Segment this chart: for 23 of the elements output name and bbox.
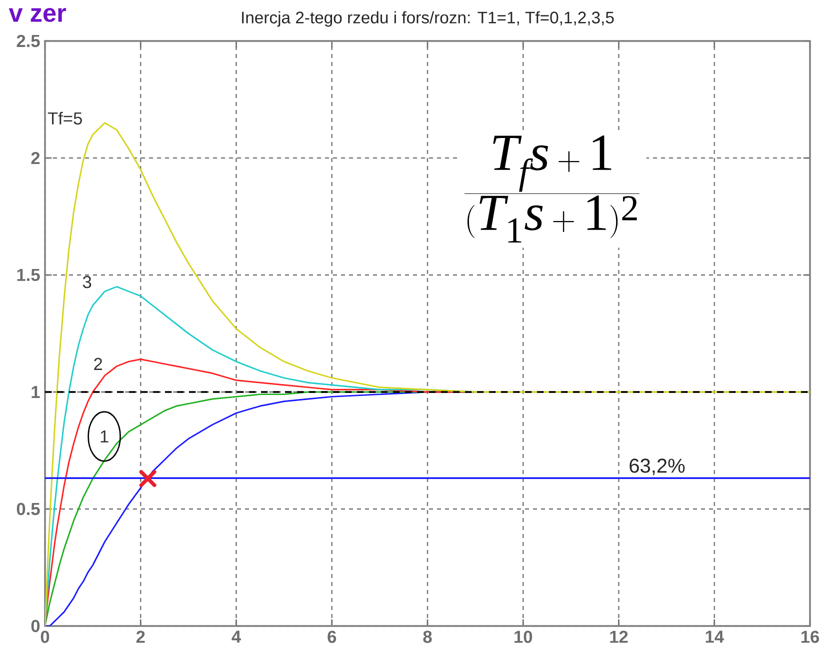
chart-title: Inercja 2-tego rzedu i fors/rozn: T1=1, Tf=0,1,2,3,5: [242, 11, 614, 27]
series-label: 2: [94, 358, 102, 370]
y-tick-label: 0.5: [16, 502, 40, 516]
y-tick-label: 2: [31, 152, 40, 164]
series-label: Tf=5: [48, 112, 82, 125]
x-tick-label: 8: [423, 630, 432, 643]
text: v zer: [8, 8, 66, 22]
x-tick-label: 16: [801, 630, 820, 643]
x-tick-label: 6: [328, 630, 336, 643]
series-label: 1: [100, 430, 108, 442]
y-tick-label: 1.5: [17, 268, 40, 282]
y-tick-label: 1: [32, 386, 40, 398]
x-tick-label: 2: [136, 630, 145, 643]
ref-line-label: 63,2%: [630, 458, 685, 476]
x-tick-label: 10: [514, 630, 532, 643]
x-tick-label: 0: [40, 630, 50, 643]
x-tick-label: 4: [232, 630, 241, 643]
series-label: 3: [82, 276, 92, 288]
x-tick-label: 12: [610, 630, 628, 643]
annotation: $\frac{T_f s+1}{(T_1 s+1)^2}$: [464, 136, 640, 242]
x-tick-label: 14: [706, 630, 724, 643]
y-tick-label: 0: [31, 620, 40, 632]
y-tick-label: 2.5: [16, 34, 40, 48]
